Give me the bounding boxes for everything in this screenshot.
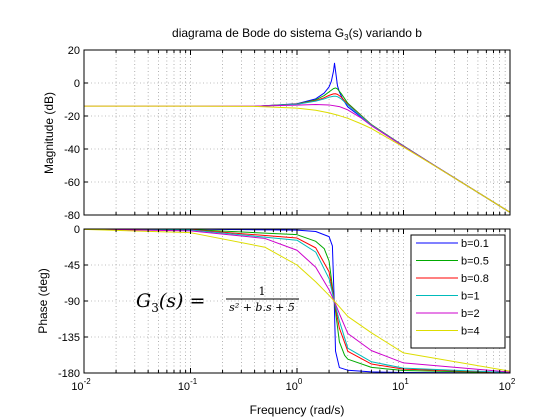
phase-ytick-label: -90 (64, 296, 80, 308)
legend-entry: b=4 (461, 326, 480, 338)
legend: b=0.1 b=0.5 b=0.8 b=1 b=2 b=4 (411, 235, 505, 348)
formula-denominator: s² + b.s + 5 (229, 301, 295, 314)
magnitude-ytick-label: -60 (64, 177, 80, 189)
chart-title: diagrama de Bode do sistema G3(s) varian… (172, 26, 422, 42)
magnitude-ytick-label: 20 (68, 45, 80, 57)
legend-entry: b=0.5 (461, 256, 489, 268)
magnitude-plot: 20 0 -20 -40 -60 -80 Magnitude (dB) (42, 45, 510, 222)
frequency-xtick-label: 102 (499, 377, 516, 393)
legend-entry: b=0.1 (461, 238, 489, 250)
frequency-xtick-label: 101 (392, 377, 409, 393)
phase-ytick-label: -45 (64, 260, 80, 272)
frequency-xtick-label: 10-1 (178, 377, 198, 393)
magnitude-ylabel: Magnitude (dB) (42, 92, 56, 174)
magnitude-ytick-label: -40 (64, 144, 80, 156)
legend-entry: b=1 (461, 291, 480, 303)
phase-ytick-label: 0 (74, 224, 80, 236)
phase-ylabel: Phase (deg) (36, 268, 50, 333)
legend-entry: b=2 (461, 308, 480, 320)
legend-box (411, 235, 505, 348)
frequency-xtick-label: 100 (286, 377, 303, 393)
frequency-xlabel: Frequency (rad/s) (250, 403, 345, 417)
phase-ytick-label: -135 (58, 332, 80, 344)
magnitude-ytick-label: -80 (64, 210, 80, 222)
magnitude-ytick-label: -20 (64, 111, 80, 123)
formula-lhs: G3(s) = (136, 290, 205, 315)
legend-entry: b=0.8 (461, 273, 489, 285)
magnitude-ytick-label: 0 (74, 78, 80, 90)
phase-ytick-label: -180 (58, 368, 80, 380)
formula-numerator: 1 (259, 285, 266, 298)
